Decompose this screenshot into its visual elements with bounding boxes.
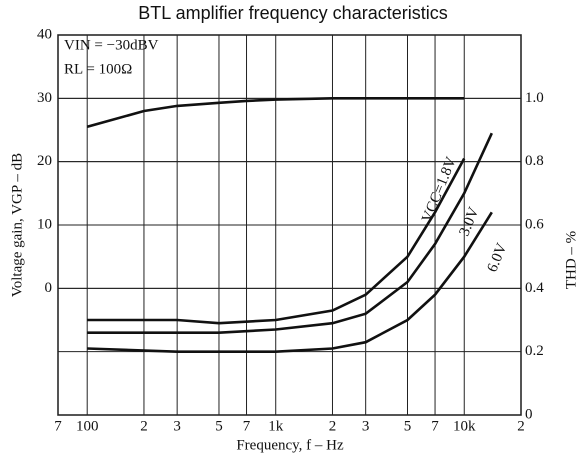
x-tick-label: 2 [517, 418, 525, 434]
y2-tick-label: 1.0 [525, 90, 544, 106]
line-series [87, 157, 466, 325]
line-series [86, 97, 465, 129]
x-tick-label: 5 [215, 418, 223, 434]
y2-axis-label: THD – % [563, 231, 579, 289]
x-tick-label: 7 [431, 418, 439, 434]
x-tick-label: 7 [54, 418, 62, 434]
x-tick-label: 3 [173, 418, 181, 434]
y-tick-label: 40 [37, 26, 52, 42]
y2-tick-label: 0.6 [525, 216, 544, 232]
x-tick-label: 7 [243, 418, 251, 434]
y-tick-label: 30 [37, 90, 52, 106]
x-tick-label: 10k [453, 418, 476, 434]
y2-tick-label: 0.8 [525, 153, 544, 169]
y-tick-label: 10 [37, 216, 52, 232]
y-tick-label: 20 [37, 153, 52, 169]
y2-tick-label: 0 [525, 406, 533, 422]
line-series [87, 132, 493, 334]
series-label: VCC=1.8V [419, 155, 460, 225]
x-tick-label: 1k [268, 418, 284, 434]
x-tick-label: 5 [404, 418, 412, 434]
x-tick-label: 2 [329, 418, 337, 434]
x-tick-label: 2 [140, 418, 148, 434]
x-axis-label: Frequency, f – Hz [236, 437, 344, 453]
y2-tick-label: 0.4 [525, 280, 544, 296]
x-tick-label: 100 [76, 418, 99, 434]
series-label: 6.0V [485, 241, 511, 275]
y-axis-label: Voltage gain, VGP – dB [9, 153, 25, 297]
y-tick-label: 0 [45, 280, 53, 296]
x-tick-label: 3 [362, 418, 370, 434]
line-series [87, 211, 493, 353]
chart-title: BTL amplifier frequency characteristics [138, 3, 447, 23]
y2-tick-label: 0.2 [525, 343, 544, 359]
annotation: RL = 100Ω [64, 61, 132, 77]
